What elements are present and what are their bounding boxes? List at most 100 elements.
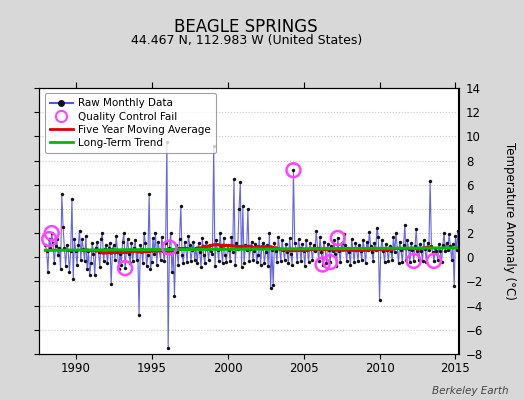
Point [454, 228, 462, 234]
Point [118, 238, 127, 245]
Point [128, 258, 137, 264]
Point [277, 258, 285, 264]
Point [221, 252, 230, 258]
Point [78, 236, 86, 242]
Point [236, 179, 245, 186]
Point [203, 246, 212, 252]
Point [151, 230, 160, 236]
Point [336, 259, 344, 265]
Point [417, 248, 425, 254]
Point [438, 259, 446, 265]
Point [244, 206, 252, 212]
Point [379, 248, 388, 254]
Point [102, 242, 111, 248]
Point [287, 250, 295, 257]
Point [192, 244, 200, 251]
Point [271, 248, 280, 254]
Point [211, 262, 219, 269]
Point [165, 244, 173, 251]
Point [299, 248, 308, 254]
Point [220, 235, 228, 241]
Point [98, 230, 106, 236]
Point [178, 252, 186, 258]
Point [149, 235, 157, 241]
Point [253, 259, 261, 265]
Point [398, 259, 407, 265]
Point [350, 259, 358, 265]
Point [288, 261, 297, 268]
Point [122, 248, 130, 254]
Point [94, 249, 103, 256]
Point [103, 260, 112, 266]
Point [206, 242, 214, 248]
Point [154, 238, 162, 245]
Point [359, 237, 367, 244]
Point [69, 276, 78, 282]
Point [247, 238, 256, 245]
Point [401, 222, 409, 228]
Point [254, 252, 262, 258]
Point [51, 243, 60, 250]
Point [238, 203, 247, 210]
Point [119, 230, 128, 236]
Point [41, 242, 50, 248]
Point [456, 250, 465, 257]
Point [204, 256, 213, 263]
Point [227, 234, 236, 240]
Point [377, 246, 385, 252]
Point [150, 250, 158, 257]
Point [219, 260, 227, 266]
Point [134, 247, 142, 253]
Point [424, 247, 433, 253]
Point [191, 256, 199, 263]
Point [264, 262, 272, 269]
Point [354, 258, 362, 264]
Point [409, 258, 418, 264]
Point [197, 264, 205, 270]
Point [441, 248, 450, 254]
Point [61, 262, 70, 269]
Point [198, 235, 206, 241]
Point [463, 258, 471, 264]
Point [183, 259, 191, 265]
Point [210, 143, 218, 149]
Point [298, 241, 307, 247]
Legend: Raw Monthly Data, Quality Control Fail, Five Year Moving Average, Long-Term Tren: Raw Monthly Data, Quality Control Fail, … [45, 93, 216, 153]
Point [107, 281, 115, 287]
Point [108, 246, 117, 252]
Point [310, 242, 318, 248]
Point [225, 247, 233, 253]
Point [168, 268, 176, 275]
Point [70, 236, 79, 242]
Point [215, 258, 223, 264]
Point [93, 238, 102, 245]
Point [387, 248, 395, 254]
Point [446, 243, 455, 250]
Point [208, 250, 216, 257]
Point [152, 261, 161, 268]
Point [59, 224, 67, 230]
Point [365, 229, 374, 235]
Point [185, 242, 194, 248]
Point [234, 246, 242, 252]
Point [323, 241, 332, 247]
Point [162, 139, 171, 146]
Point [451, 232, 460, 239]
Point [164, 345, 172, 351]
Point [267, 284, 275, 291]
Point [193, 260, 201, 266]
Point [431, 244, 440, 251]
Point [305, 240, 314, 246]
Point [275, 246, 283, 252]
Point [265, 230, 274, 236]
Point [170, 293, 179, 299]
Point [363, 238, 371, 245]
Point [252, 241, 260, 247]
Point [414, 256, 423, 263]
Point [341, 242, 350, 248]
Point [116, 250, 124, 257]
Point [444, 247, 452, 253]
Point [402, 256, 410, 263]
Point [92, 244, 100, 251]
Point [319, 261, 327, 268]
